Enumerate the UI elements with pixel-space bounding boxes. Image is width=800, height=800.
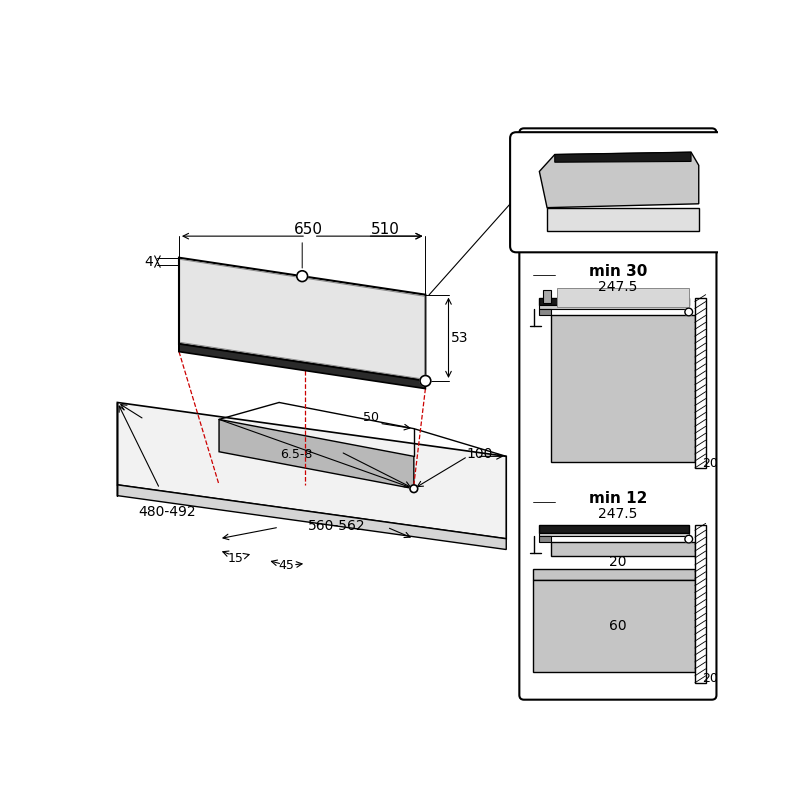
Text: 20: 20 [702,672,718,685]
Text: min 30: min 30 [589,264,647,279]
Text: 560-562: 560-562 [308,518,366,533]
Text: 100: 100 [466,447,493,461]
Polygon shape [179,344,426,389]
Circle shape [685,535,693,543]
Text: 650: 650 [294,222,323,238]
Polygon shape [539,537,551,542]
Text: 20: 20 [609,555,626,570]
Text: 53: 53 [450,330,468,345]
Text: 2: 2 [298,286,306,300]
Text: 4: 4 [144,254,153,269]
Polygon shape [557,288,689,307]
Text: 60: 60 [609,619,626,633]
Polygon shape [695,525,706,682]
Polygon shape [539,298,689,306]
Text: 15: 15 [227,551,243,565]
Text: 247.5: 247.5 [598,507,638,521]
Polygon shape [539,152,698,208]
Text: 247.5: 247.5 [598,280,638,294]
Polygon shape [534,569,695,580]
Polygon shape [539,306,689,310]
Polygon shape [551,542,695,556]
Polygon shape [179,258,426,381]
Polygon shape [539,533,689,537]
Polygon shape [219,419,414,489]
Polygon shape [539,310,551,314]
Polygon shape [547,208,698,230]
Text: 6.5-8: 6.5-8 [280,447,312,461]
FancyBboxPatch shape [510,132,726,252]
Text: 50: 50 [363,411,379,424]
Circle shape [685,308,693,316]
Polygon shape [554,152,691,162]
Circle shape [410,485,418,493]
Polygon shape [118,485,506,550]
Polygon shape [118,402,506,538]
Text: 510: 510 [371,222,400,238]
Circle shape [297,270,307,282]
Text: 45: 45 [279,559,294,572]
Polygon shape [180,259,425,379]
Polygon shape [551,314,695,462]
Text: 480-492: 480-492 [138,505,196,519]
Text: 20: 20 [702,457,718,470]
Circle shape [420,375,430,386]
Polygon shape [539,525,689,533]
Polygon shape [534,580,695,672]
FancyBboxPatch shape [519,128,717,700]
Polygon shape [695,298,706,468]
Text: min 12: min 12 [589,491,647,506]
Polygon shape [543,290,551,303]
